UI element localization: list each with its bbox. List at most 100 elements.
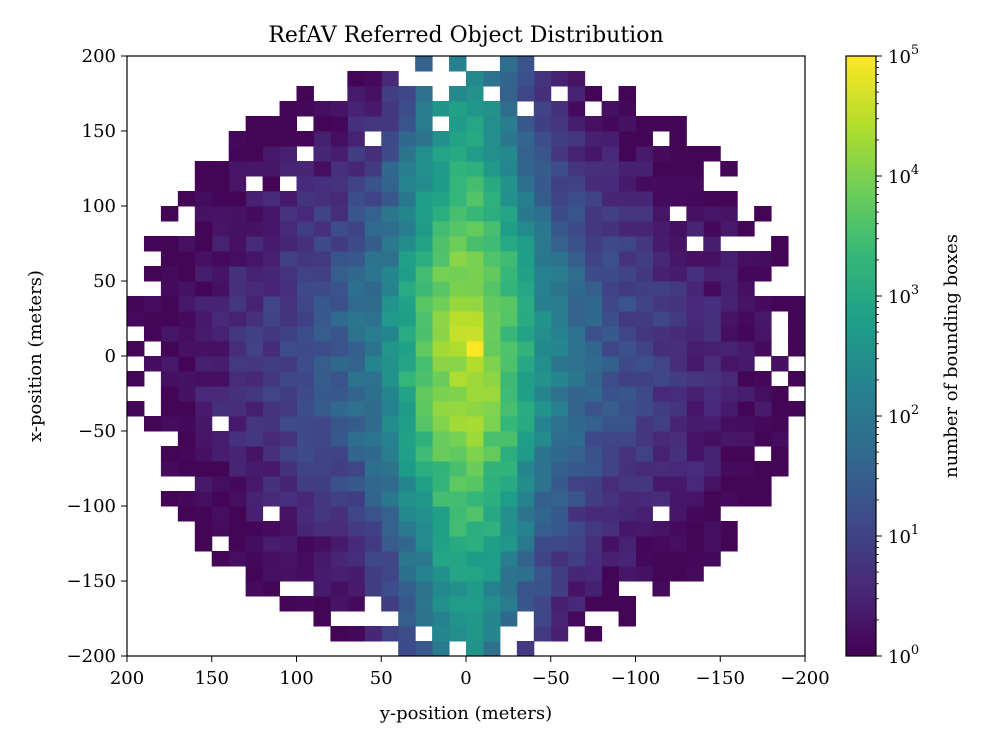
heatmap-cell: [601, 551, 620, 567]
heatmap-cell: [398, 386, 416, 402]
heatmap-cell: [194, 161, 213, 177]
heatmap-cell: [449, 386, 467, 402]
heatmap-cell: [482, 176, 501, 192]
heatmap-cell: [516, 206, 535, 222]
heatmap-cell: [228, 161, 247, 177]
heatmap-cell: [516, 566, 535, 582]
heatmap-cell: [533, 611, 552, 627]
heatmap-cell: [669, 371, 687, 387]
heatmap-cell: [449, 281, 467, 297]
heatmap-cell: [313, 341, 331, 357]
heatmap-cell: [550, 521, 569, 537]
heatmap-cell: [381, 566, 399, 582]
heatmap-cell: [482, 611, 501, 627]
heatmap-cell: [398, 251, 416, 267]
heatmap-cell: [499, 176, 518, 192]
heatmap-cell: [652, 401, 670, 417]
heatmap-cell: [737, 251, 755, 267]
heatmap-cell: [177, 341, 196, 357]
heatmap-cell: [686, 446, 704, 462]
heatmap-cell: [499, 161, 518, 177]
heatmap-cell: [686, 521, 704, 537]
heatmap-cell: [381, 221, 399, 237]
heatmap-cell: [601, 221, 620, 237]
heatmap-cell: [516, 491, 535, 507]
heatmap-cell: [449, 521, 467, 537]
heatmap-cell: [652, 311, 670, 327]
heatmap-cell: [381, 131, 399, 147]
heatmap-cell: [567, 206, 586, 222]
heatmap-cell: [516, 221, 535, 237]
heatmap-cell: [703, 401, 721, 417]
heatmap-cell: [245, 206, 264, 222]
heatmap-cell: [567, 326, 586, 342]
heatmap-cell: [635, 191, 653, 207]
heatmap-cell: [364, 491, 382, 507]
heatmap-cell: [703, 446, 721, 462]
heatmap-cell: [432, 371, 450, 387]
heatmap-cell: [533, 371, 552, 387]
heatmap-cell: [296, 266, 314, 282]
heatmap-cell: [347, 356, 365, 372]
heatmap-cell: [567, 461, 586, 477]
heatmap-cell: [754, 416, 772, 432]
heatmap-cell: [381, 356, 399, 372]
heatmap-cell: [279, 131, 297, 147]
heatmap-cell: [686, 176, 704, 192]
heatmap-cell: [466, 101, 484, 117]
heatmap-cell: [635, 146, 653, 162]
heatmap-cell: [415, 281, 433, 297]
heatmap-cell: [364, 446, 382, 462]
heatmap-cell: [669, 491, 687, 507]
heatmap-cell: [635, 251, 653, 267]
heatmap-cell: [432, 206, 450, 222]
heatmap-cell: [245, 146, 264, 162]
heatmap-cell: [703, 236, 721, 252]
heatmap-cell: [652, 461, 670, 477]
heatmap-cell: [652, 191, 670, 207]
heatmap-cell: [449, 581, 467, 597]
heatmap-cell: [296, 191, 314, 207]
heatmap-cell: [686, 311, 704, 327]
heatmap-cell: [364, 506, 382, 522]
heatmap-cell: [584, 461, 603, 477]
heatmap-cell: [415, 416, 433, 432]
heatmap-cell: [533, 476, 552, 492]
heatmap-cell: [279, 551, 297, 567]
heatmap-cell: [652, 566, 670, 582]
heatmap-cell: [194, 296, 213, 312]
heatmap-cell: [177, 296, 196, 312]
heatmap-cell: [516, 641, 535, 657]
heatmap-cell: [686, 386, 704, 402]
heatmap-cell: [262, 461, 281, 477]
colorbar-label: number of bounding boxes: [941, 234, 962, 478]
heatmap-cell: [686, 251, 704, 267]
heatmap-cell: [415, 206, 433, 222]
heatmap-cell: [330, 191, 348, 207]
heatmap-cell: [533, 101, 552, 117]
y-tick-label: 0: [105, 346, 116, 367]
heatmap-cell: [381, 341, 399, 357]
heatmap-cell: [160, 401, 179, 417]
heatmap-cell: [754, 401, 772, 417]
heatmap-cell: [737, 461, 755, 477]
heatmap-cell: [754, 476, 772, 492]
heatmap-cell: [415, 161, 433, 177]
heatmap-cell: [533, 311, 552, 327]
heatmap-cell: [466, 266, 484, 282]
heatmap-cell: [499, 236, 518, 252]
heatmap-cell: [194, 401, 213, 417]
heatmap-cell: [211, 326, 230, 342]
heatmap-cell: [533, 326, 552, 342]
heatmap-cell: [381, 71, 399, 87]
heatmap-cell: [771, 461, 789, 477]
heatmap-cell: [567, 236, 586, 252]
heatmap-cell: [296, 206, 314, 222]
heatmap-cell: [584, 326, 603, 342]
heatmap-cell: [432, 251, 450, 267]
heatmap-cell: [432, 431, 450, 447]
heatmap-cell: [516, 56, 535, 72]
heatmap-cell: [279, 386, 297, 402]
heatmap-cell: [432, 296, 450, 312]
heatmap-cell: [228, 146, 247, 162]
